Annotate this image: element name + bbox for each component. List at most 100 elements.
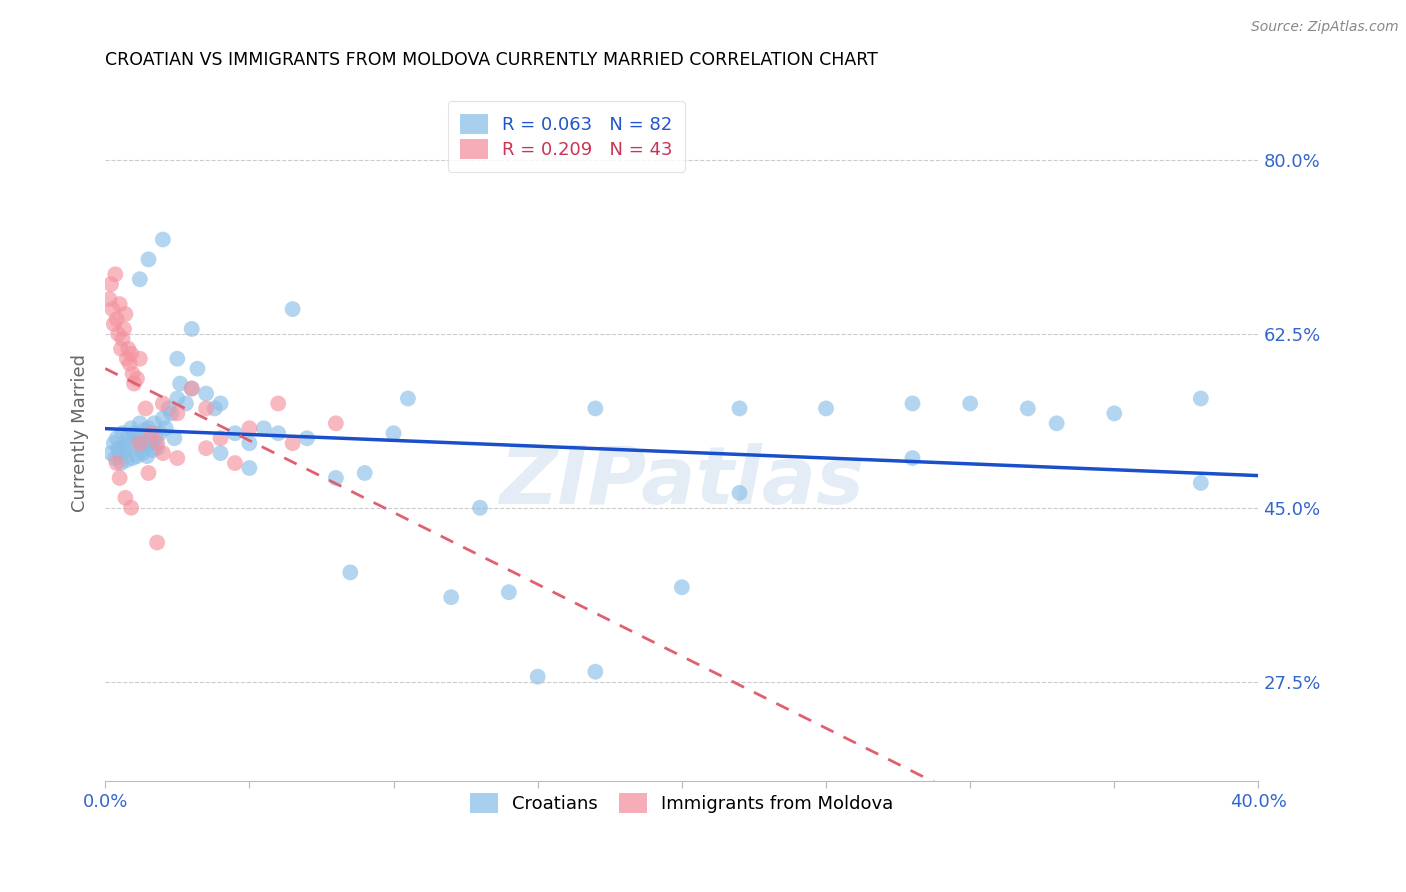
- Point: [135, 401, 157, 416]
- Point: [195, 401, 218, 416]
- Point: [959, 396, 981, 410]
- Point: [138, 466, 160, 480]
- Point: [100, 446, 122, 460]
- Point: [440, 590, 463, 604]
- Point: [583, 665, 606, 679]
- Point: [115, 351, 138, 366]
- Point: [128, 272, 150, 286]
- Point: [583, 401, 606, 416]
- Point: [108, 446, 131, 460]
- Point: [186, 361, 208, 376]
- Point: [146, 441, 169, 455]
- Point: [124, 434, 146, 448]
- Point: [135, 436, 157, 450]
- Point: [117, 342, 139, 356]
- Point: [163, 431, 186, 445]
- Text: Source: ZipAtlas.com: Source: ZipAtlas.com: [1251, 20, 1399, 34]
- Point: [114, 443, 136, 458]
- Point: [671, 580, 693, 594]
- Point: [110, 456, 132, 470]
- Point: [468, 500, 491, 515]
- Point: [134, 423, 156, 437]
- Point: [122, 426, 145, 441]
- Point: [195, 441, 218, 455]
- Point: [117, 429, 139, 443]
- Point: [238, 461, 260, 475]
- Point: [101, 301, 124, 316]
- Point: [204, 401, 226, 416]
- Point: [295, 431, 318, 445]
- Point: [224, 456, 246, 470]
- Point: [139, 431, 162, 445]
- Point: [103, 436, 125, 450]
- Point: [155, 421, 177, 435]
- Point: [125, 449, 148, 463]
- Point: [141, 426, 163, 441]
- Point: [112, 441, 135, 455]
- Point: [382, 426, 405, 441]
- Point: [152, 233, 174, 247]
- Point: [98, 292, 121, 306]
- Point: [281, 301, 304, 316]
- Point: [166, 351, 188, 366]
- Point: [122, 376, 145, 391]
- Point: [238, 421, 260, 435]
- Point: [180, 322, 202, 336]
- Point: [209, 431, 232, 445]
- Point: [728, 401, 751, 416]
- Point: [138, 252, 160, 267]
- Point: [111, 426, 134, 441]
- Text: CROATIAN VS IMMIGRANTS FROM MOLDOVA CURRENTLY MARRIED CORRELATION CHART: CROATIAN VS IMMIGRANTS FROM MOLDOVA CURR…: [105, 51, 879, 69]
- Point: [146, 535, 169, 549]
- Point: [160, 406, 183, 420]
- Point: [267, 396, 290, 410]
- Point: [129, 441, 152, 455]
- Point: [396, 392, 419, 406]
- Point: [353, 466, 375, 480]
- Point: [120, 421, 142, 435]
- Point: [128, 436, 150, 450]
- Point: [103, 317, 125, 331]
- Point: [152, 411, 174, 425]
- Point: [118, 357, 141, 371]
- Point: [121, 367, 143, 381]
- Point: [110, 342, 132, 356]
- Point: [281, 436, 304, 450]
- Point: [238, 436, 260, 450]
- Point: [901, 396, 924, 410]
- Point: [138, 421, 160, 435]
- Point: [104, 267, 127, 281]
- Point: [174, 396, 197, 410]
- Point: [728, 486, 751, 500]
- Point: [100, 277, 122, 292]
- Point: [209, 396, 232, 410]
- Point: [1189, 392, 1212, 406]
- Point: [901, 451, 924, 466]
- Point: [814, 401, 837, 416]
- Point: [267, 426, 290, 441]
- Point: [325, 471, 347, 485]
- Point: [128, 417, 150, 431]
- Point: [127, 431, 149, 445]
- Point: [115, 453, 138, 467]
- Point: [128, 351, 150, 366]
- Point: [107, 441, 129, 455]
- Point: [325, 417, 347, 431]
- Point: [112, 322, 135, 336]
- Point: [125, 371, 148, 385]
- Point: [149, 426, 172, 441]
- Point: [105, 431, 128, 445]
- Point: [114, 307, 136, 321]
- Point: [114, 491, 136, 505]
- Legend: Croatians, Immigrants from Moldova: Croatians, Immigrants from Moldova: [460, 782, 904, 824]
- Point: [108, 297, 131, 311]
- Point: [1017, 401, 1039, 416]
- Point: [166, 392, 188, 406]
- Point: [157, 401, 180, 416]
- Point: [105, 312, 128, 326]
- Point: [1046, 417, 1069, 431]
- Point: [339, 566, 361, 580]
- Point: [180, 382, 202, 396]
- Point: [118, 436, 141, 450]
- Point: [146, 436, 169, 450]
